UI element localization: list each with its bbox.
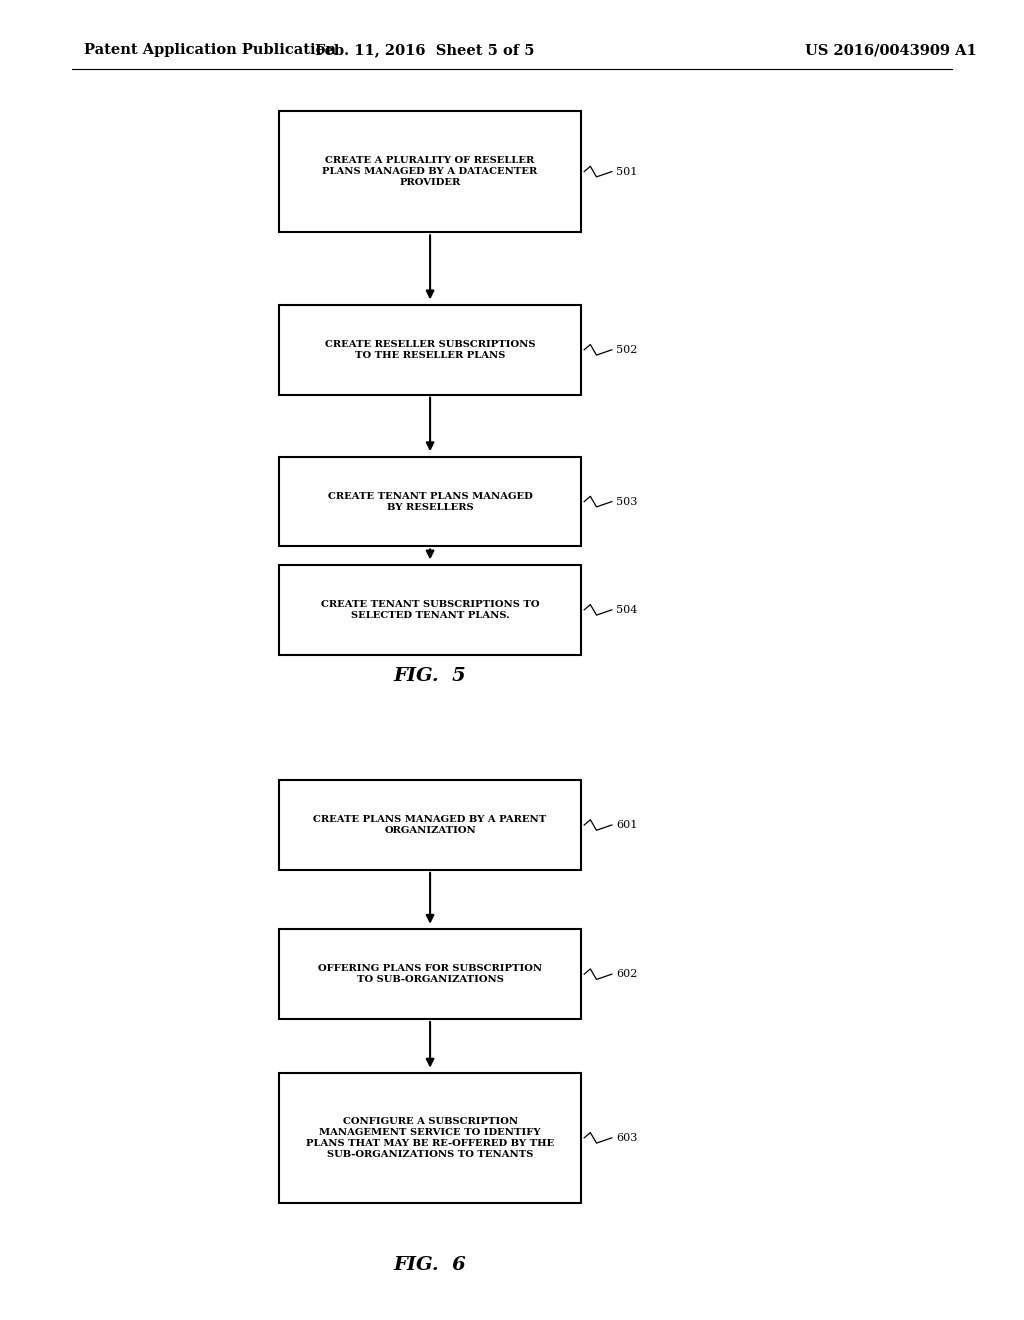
Text: 504: 504: [616, 605, 637, 615]
Text: 503: 503: [616, 496, 637, 507]
Bar: [279, 1073, 581, 1203]
Text: 501: 501: [616, 166, 637, 177]
Text: CREATE A PLURALITY OF RESELLER
PLANS MANAGED BY A DATACENTER
PROVIDER: CREATE A PLURALITY OF RESELLER PLANS MAN…: [323, 156, 538, 187]
Text: 502: 502: [616, 345, 637, 355]
Text: CREATE TENANT PLANS MANAGED
BY RESELLERS: CREATE TENANT PLANS MANAGED BY RESELLERS: [328, 491, 532, 512]
Bar: [279, 305, 581, 395]
Text: CREATE RESELLER SUBSCRIPTIONS
TO THE RESELLER PLANS: CREATE RESELLER SUBSCRIPTIONS TO THE RES…: [325, 339, 536, 360]
Bar: [279, 780, 581, 870]
Text: FIG.  6: FIG. 6: [393, 1255, 467, 1274]
Text: CREATE PLANS MANAGED BY A PARENT
ORGANIZATION: CREATE PLANS MANAGED BY A PARENT ORGANIZ…: [313, 814, 547, 836]
Bar: [279, 565, 581, 655]
Text: Patent Application Publication: Patent Application Publication: [84, 44, 336, 57]
Text: 603: 603: [616, 1133, 637, 1143]
Text: Feb. 11, 2016  Sheet 5 of 5: Feb. 11, 2016 Sheet 5 of 5: [315, 44, 535, 57]
Bar: [279, 929, 581, 1019]
Bar: [279, 457, 581, 546]
Text: OFFERING PLANS FOR SUBSCRIPTION
TO SUB-ORGANIZATIONS: OFFERING PLANS FOR SUBSCRIPTION TO SUB-O…: [318, 964, 542, 985]
Text: 601: 601: [616, 820, 637, 830]
Text: 602: 602: [616, 969, 637, 979]
Text: CONFIGURE A SUBSCRIPTION
MANAGEMENT SERVICE TO IDENTIFY
PLANS THAT MAY BE RE-OFF: CONFIGURE A SUBSCRIPTION MANAGEMENT SERV…: [306, 1117, 554, 1159]
Text: CREATE TENANT SUBSCRIPTIONS TO
SELECTED TENANT PLANS.: CREATE TENANT SUBSCRIPTIONS TO SELECTED …: [321, 599, 540, 620]
Bar: [279, 111, 581, 232]
Text: US 2016/0043909 A1: US 2016/0043909 A1: [805, 44, 977, 57]
Text: FIG.  5: FIG. 5: [393, 667, 467, 685]
